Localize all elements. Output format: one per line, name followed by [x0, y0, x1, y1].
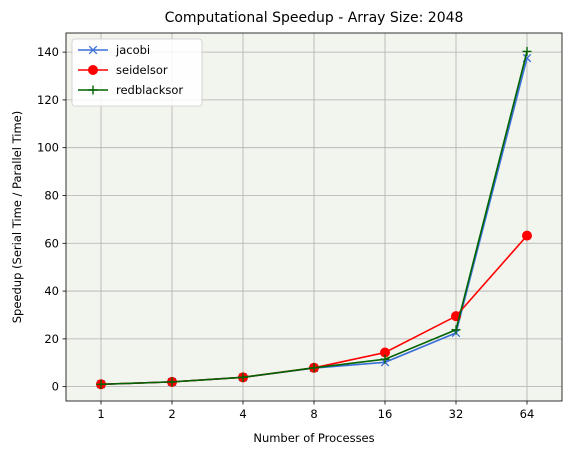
- legend-marker: [88, 85, 98, 95]
- legend-label: seidelsor: [116, 63, 168, 77]
- x-tick-label: 64: [520, 407, 535, 421]
- data-point: [96, 379, 106, 389]
- x-tick-label: 8: [310, 407, 317, 421]
- data-point: [451, 325, 461, 335]
- data-point: [238, 372, 248, 382]
- y-tick-label: 0: [52, 380, 59, 394]
- series-redblacksor: [96, 46, 532, 389]
- data-point: [522, 230, 532, 241]
- y-tick-label: 120: [37, 93, 59, 107]
- x-tick-label: 32: [449, 407, 464, 421]
- legend: jacobi seidelsor redblacksor: [71, 38, 203, 107]
- data-point: [309, 363, 319, 373]
- data-point: [380, 354, 390, 364]
- y-tick-label: 20: [44, 332, 59, 346]
- y-axis-label: Speedup (Serial Time / Parallel Time): [10, 111, 24, 324]
- legend-entry: jacobi: [78, 43, 150, 57]
- x-axis-ticks: 1 2 4 8 16 32 64: [97, 401, 534, 421]
- data-point: [167, 377, 177, 387]
- series-lines: [96, 46, 532, 390]
- x-tick-label: 16: [378, 407, 393, 421]
- y-tick-label: 100: [37, 141, 59, 155]
- legend-entry: redblacksor: [78, 83, 183, 97]
- legend-marker: [88, 65, 98, 75]
- x-tick-label: 1: [97, 407, 104, 421]
- legend-label: redblacksor: [116, 83, 183, 97]
- chart-title: Computational Speedup - Array Size: 2048: [165, 10, 464, 26]
- y-tick-label: 140: [37, 45, 59, 59]
- y-tick-label: 40: [44, 284, 59, 298]
- data-point: [522, 46, 532, 56]
- legend-marker: [88, 45, 98, 55]
- legend-label: jacobi: [115, 43, 150, 57]
- x-axis-label: Number of Processes: [253, 431, 374, 445]
- legend-entry: seidelsor: [78, 63, 168, 77]
- x-tick-label: 2: [168, 407, 175, 421]
- y-axis-ticks: 0 20 40 60 80 100 120 140: [37, 45, 66, 394]
- x-tick-label: 4: [239, 407, 246, 421]
- y-tick-label: 60: [44, 236, 59, 250]
- y-tick-label: 80: [44, 188, 59, 202]
